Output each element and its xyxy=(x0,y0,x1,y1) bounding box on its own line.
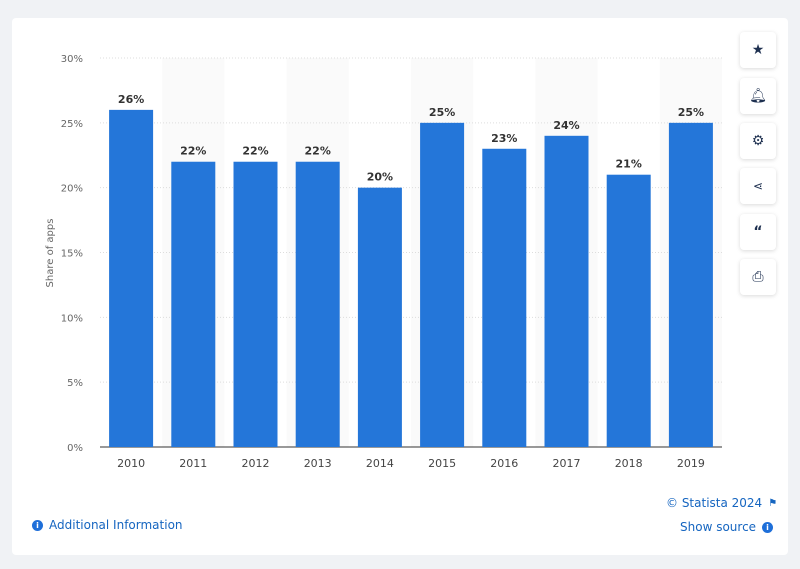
star-icon: ★ xyxy=(751,42,765,58)
bar xyxy=(357,187,402,447)
bar xyxy=(109,109,154,447)
show-source-link[interactable]: Show source i xyxy=(680,520,774,534)
flag-icon: ⚑ xyxy=(768,497,778,509)
x-tick-label: 2016 xyxy=(490,457,518,470)
bar xyxy=(668,122,713,447)
x-tick-label: 2017 xyxy=(553,457,581,470)
data-label: 24% xyxy=(553,119,579,132)
info-icon: i xyxy=(32,519,43,531)
x-tick-label: 2015 xyxy=(428,457,456,470)
x-tick-label: 2018 xyxy=(615,457,643,470)
share-button[interactable]: ⋖ xyxy=(740,168,776,204)
data-label: 26% xyxy=(118,93,144,106)
additional-information-link[interactable]: i Additional Information xyxy=(32,518,183,532)
y-tick-label: 15% xyxy=(61,249,83,260)
y-tick-label: 10% xyxy=(61,313,83,324)
print-button[interactable]: ⎙ xyxy=(740,259,776,295)
y-tick-label: 0% xyxy=(67,443,83,454)
data-label: 22% xyxy=(180,145,206,158)
x-tick-label: 2010 xyxy=(117,457,145,470)
print-icon: ⎙ xyxy=(752,269,764,285)
y-tick-label: 5% xyxy=(67,378,83,389)
x-tick-label: 2011 xyxy=(179,457,207,470)
info-icon: i xyxy=(762,521,774,533)
data-label: 22% xyxy=(305,145,331,158)
bar xyxy=(544,135,589,448)
data-label: 23% xyxy=(491,132,517,145)
quote-icon: “ xyxy=(753,224,763,240)
bar xyxy=(482,148,527,447)
data-label: 21% xyxy=(616,158,642,171)
data-label: 25% xyxy=(429,106,455,119)
settings-button[interactable]: ⚙ xyxy=(740,123,776,159)
y-tick-label: 25% xyxy=(61,119,83,130)
data-label: 22% xyxy=(242,145,268,158)
bar xyxy=(171,161,216,447)
x-tick-label: 2019 xyxy=(677,457,705,470)
bar xyxy=(233,161,278,447)
bar xyxy=(420,122,465,447)
statista-copyright[interactable]: © Statista 2024 ⚑ xyxy=(666,496,777,510)
data-label: 25% xyxy=(678,106,704,119)
y-tick-label: 30% xyxy=(61,54,83,65)
bar xyxy=(606,174,651,447)
x-tick-label: 2014 xyxy=(366,457,394,470)
favorite-button[interactable]: ★ xyxy=(740,32,776,68)
show-source-text: Show source xyxy=(680,520,757,534)
bell-icon: 🔔︎ xyxy=(749,88,767,104)
x-tick-label: 2012 xyxy=(242,457,270,470)
additional-info-text: Additional Information xyxy=(49,518,183,532)
copyright-text: © Statista 2024 xyxy=(666,496,763,510)
y-tick-label: 20% xyxy=(61,184,83,195)
y-axis-label: Share of apps xyxy=(45,219,56,288)
cite-button[interactable]: “ xyxy=(740,214,776,250)
data-label: 20% xyxy=(367,171,393,184)
gear-icon: ⚙ xyxy=(751,133,765,149)
notification-button[interactable]: 🔔︎ xyxy=(740,78,776,114)
x-tick-label: 2013 xyxy=(304,457,332,470)
bar xyxy=(295,161,340,447)
share-icon: ⋖ xyxy=(752,179,764,193)
